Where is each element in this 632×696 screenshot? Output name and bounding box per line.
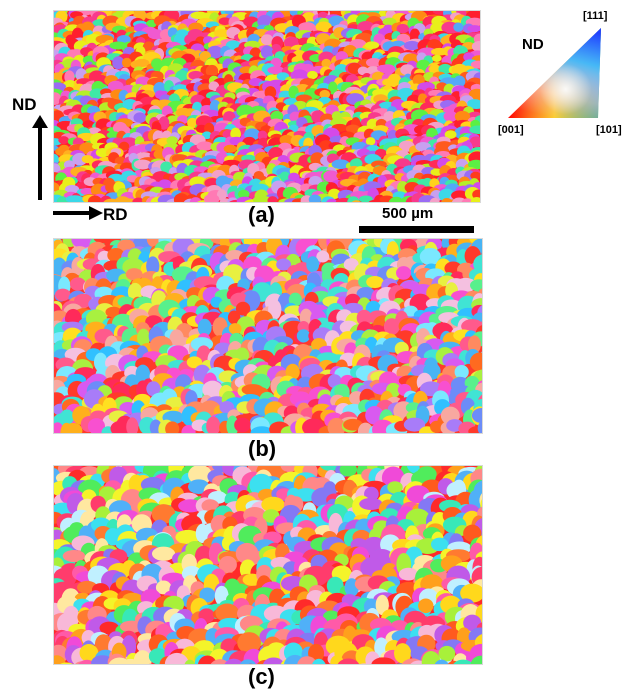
grain-map-c [54,466,482,664]
rd-arrow-icon [53,206,103,220]
nd-arrow-icon [32,115,48,200]
scale-bar-label: 500 µm [382,205,434,222]
nd-axis-label: ND [12,95,37,114]
panel-label-a: (a) [248,202,275,227]
panel-label-b: (b) [248,436,277,461]
ebsd-map-b [53,238,483,434]
ebsd-map-a [53,10,481,203]
ipf-color-key [508,28,601,118]
ipf-title: ND [522,36,544,53]
rd-axis-label: RD [103,205,128,224]
ipf-corner-001: [001] [498,124,524,136]
scale-bar [359,226,474,233]
grain-map-b [54,239,482,433]
ipf-corner-111: [111] [583,10,608,22]
panel-label-c: (c) [248,664,275,689]
grain-map-a [54,11,480,202]
ipf-corner-101: [101] [596,124,622,136]
ebsd-map-c [53,465,483,665]
